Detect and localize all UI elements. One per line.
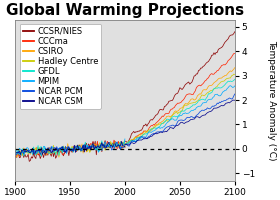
Y-axis label: Temperature Anomaly (°C): Temperature Anomaly (°C): [267, 40, 277, 160]
Legend: CCSR/NIES, CCCma, CSIRO, Hadley Centre, GFDL, MPIM, NCAR PCM, NCAR CSM: CCSR/NIES, CCCma, CSIRO, Hadley Centre, …: [20, 24, 101, 109]
Title: Global Warming Projections: Global Warming Projections: [6, 3, 244, 18]
